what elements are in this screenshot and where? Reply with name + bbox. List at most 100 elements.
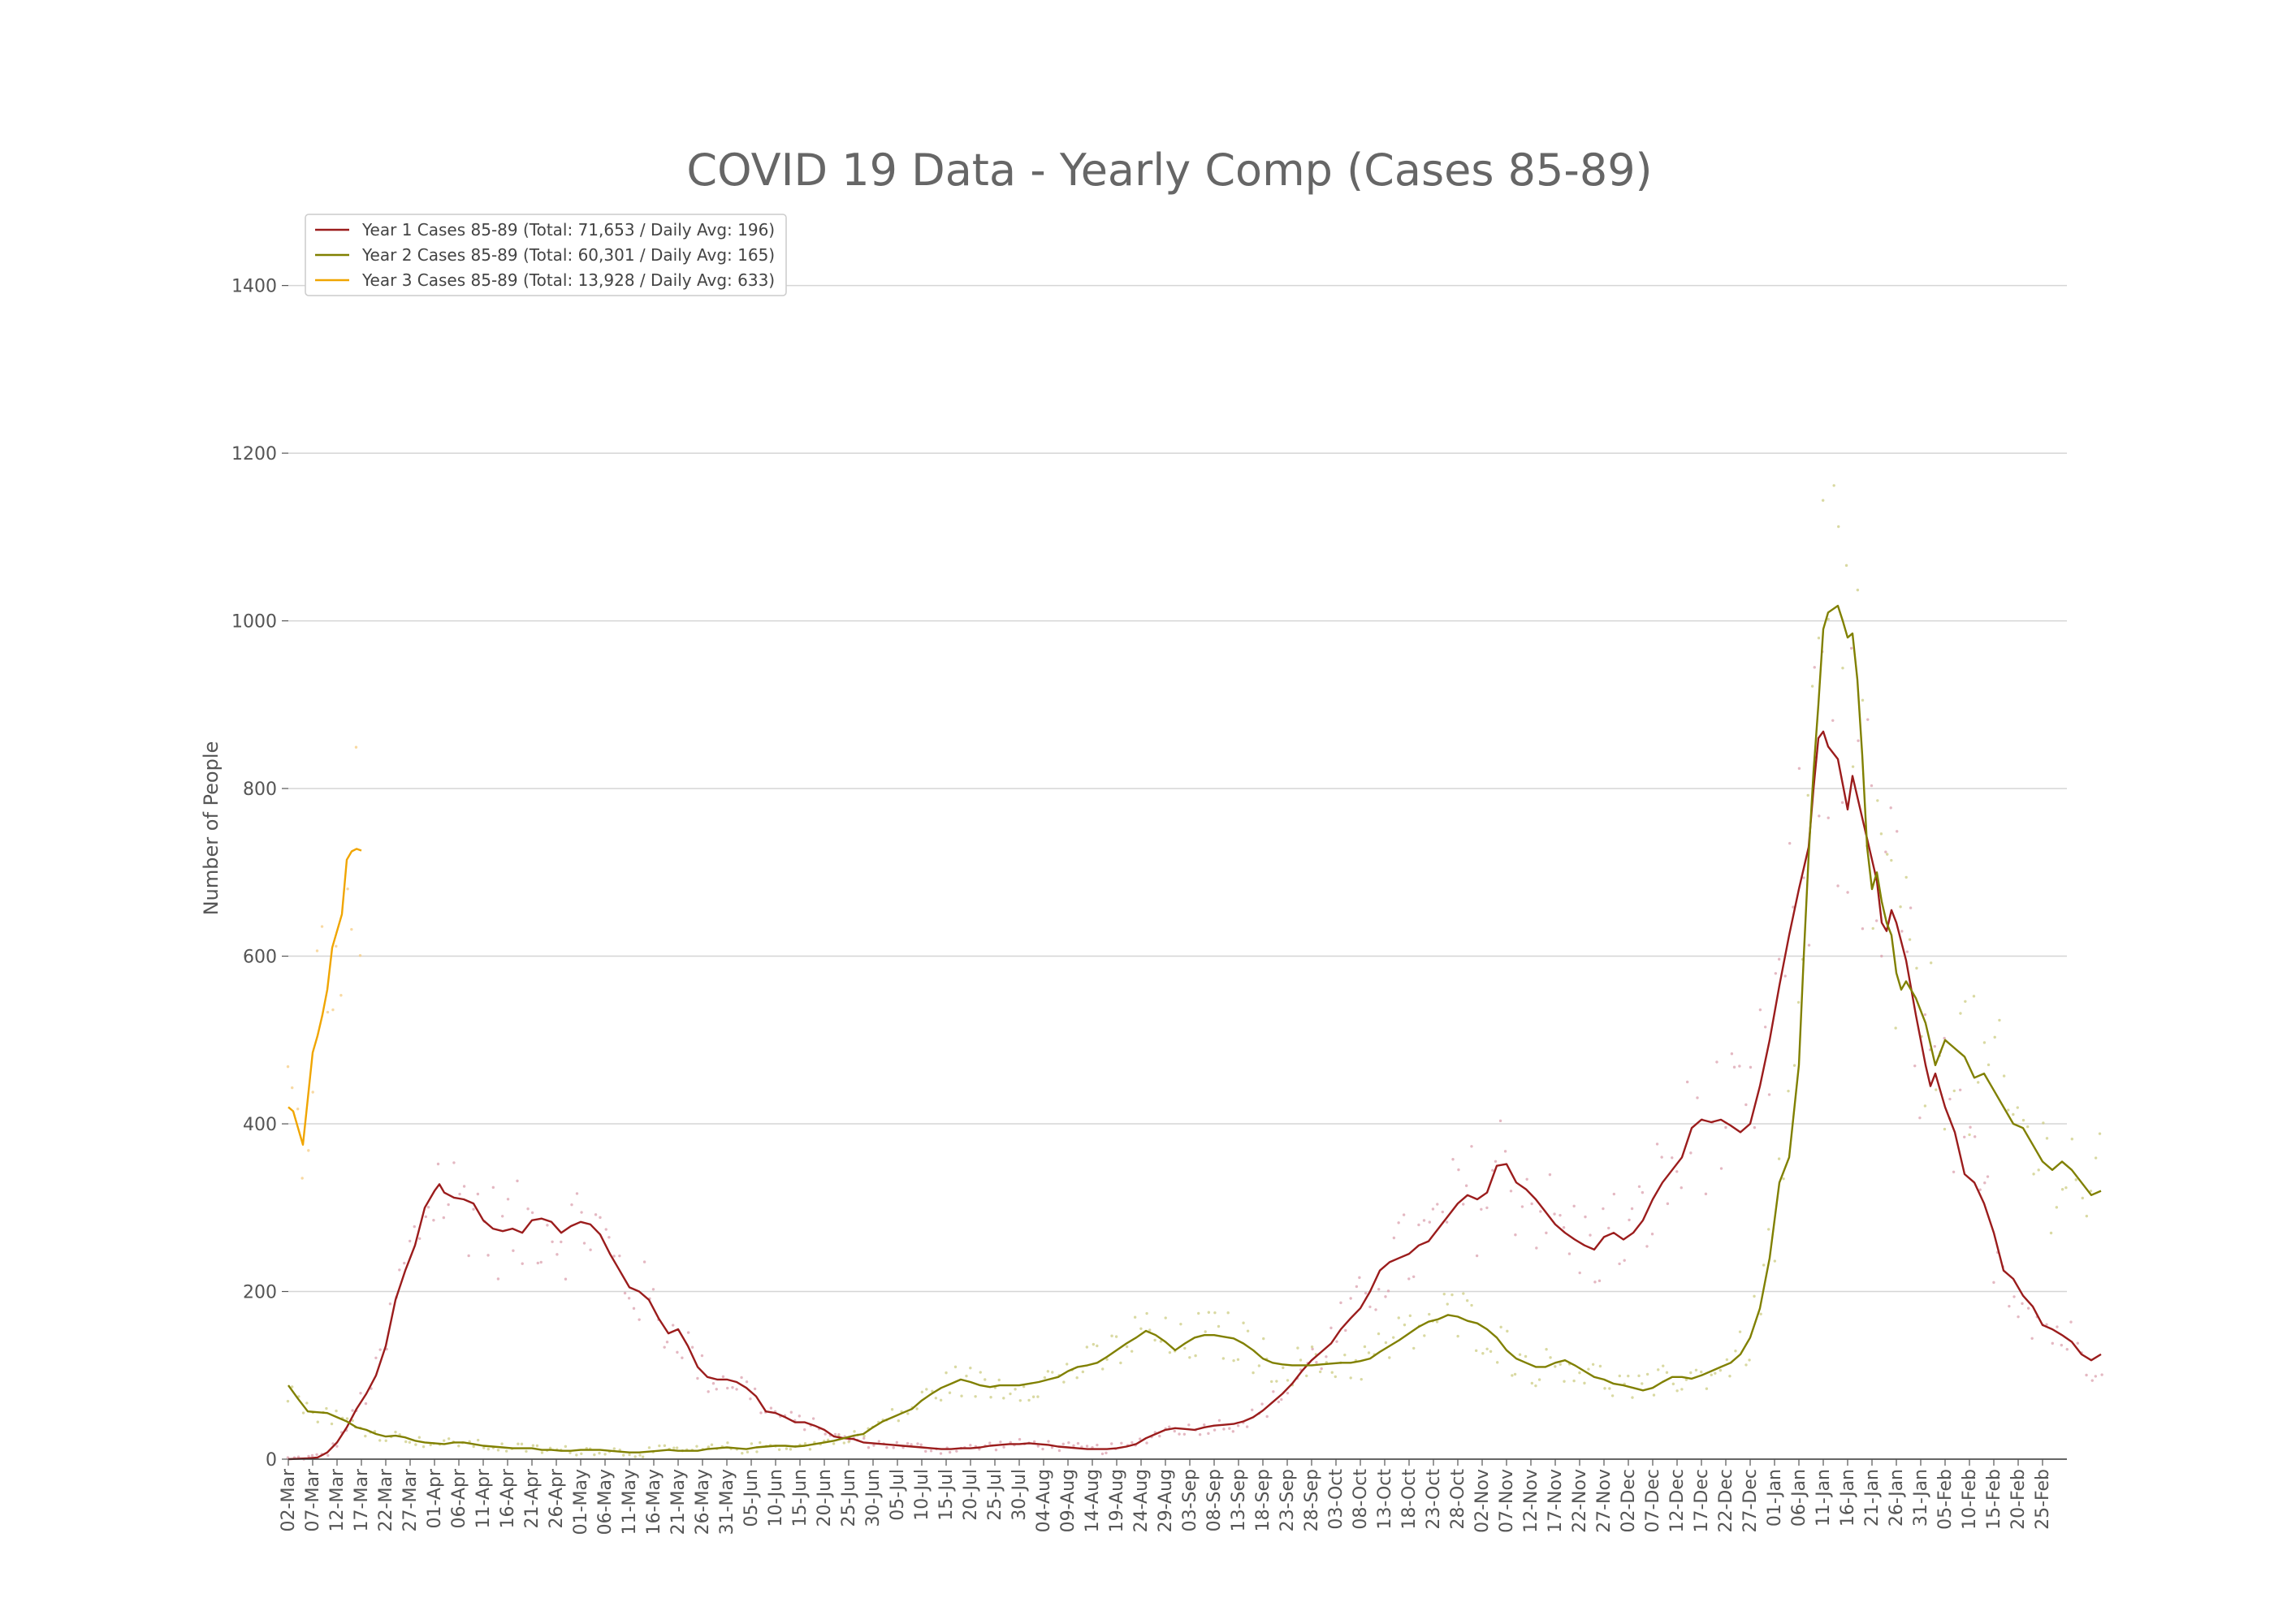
data-point-series-2	[286, 1399, 290, 1403]
data-point-series-1	[1386, 1289, 1390, 1293]
data-point-series-2	[658, 1444, 661, 1448]
data-point-series-2	[1671, 1382, 1675, 1386]
data-point-series-1	[1498, 1119, 1502, 1123]
data-point-series-1	[2008, 1304, 2011, 1308]
data-point-series-2	[1269, 1380, 1273, 1384]
data-point-series-1	[1329, 1326, 1333, 1330]
data-point-series-2	[476, 1438, 480, 1442]
data-point-series-1	[906, 1441, 910, 1445]
data-point-series-1	[1457, 1168, 1460, 1172]
data-point-series-2	[1899, 905, 1902, 909]
data-point-series-2	[1236, 1358, 1240, 1362]
data-point-series-2	[777, 1448, 781, 1451]
data-point-series-1	[580, 1211, 583, 1214]
data-point-series-2	[1495, 1361, 1499, 1364]
data-point-series-2	[1305, 1374, 1308, 1378]
data-point-series-2	[1587, 1367, 1590, 1371]
data-point-series-1	[1973, 1135, 1977, 1138]
data-point-series-1	[1802, 876, 1805, 879]
data-point-series-2	[1153, 1338, 1156, 1342]
data-point-series-2	[1968, 1133, 1971, 1137]
data-point-series-2	[1710, 1373, 1713, 1376]
data-point-series-2	[1738, 1330, 1742, 1333]
data-point-series-1	[1222, 1427, 1226, 1431]
y-tick-label: 200	[243, 1283, 277, 1303]
data-point-series-1	[1417, 1223, 1420, 1227]
data-point-series-2	[1530, 1381, 1534, 1385]
data-point-series-2	[482, 1446, 486, 1449]
x-tick-label: 10-Feb	[1960, 1469, 1980, 1530]
data-point-series-2	[1360, 1377, 1363, 1381]
data-point-series-3	[358, 953, 362, 957]
data-point-series-1	[496, 1277, 500, 1281]
data-point-series-1	[769, 1406, 773, 1410]
data-point-series-2	[826, 1438, 830, 1441]
data-point-series-1	[351, 1409, 354, 1412]
data-point-series-1	[919, 1443, 923, 1446]
data-point-series-1	[721, 1375, 725, 1379]
data-point-series-1	[546, 1224, 549, 1227]
data-point-series-1	[1952, 1170, 1956, 1173]
data-point-series-1	[2069, 1320, 2073, 1324]
data-point-series-2	[1645, 1372, 1649, 1376]
data-point-series-2	[1046, 1370, 1050, 1373]
data-point-series-2	[1481, 1352, 1485, 1355]
data-point-series-2	[1861, 698, 1865, 702]
data-point-series-2	[1821, 499, 1825, 502]
data-point-series-2	[580, 1452, 583, 1456]
data-point-series-1	[1260, 1402, 1264, 1406]
data-point-series-1	[388, 1302, 392, 1306]
x-tick-label: 17-Nov	[1546, 1469, 1566, 1533]
data-point-series-1	[1520, 1205, 1524, 1208]
data-point-series-1	[1896, 830, 1899, 833]
data-point-series-1	[1696, 1096, 1699, 1099]
data-point-series-2	[1952, 1089, 1956, 1093]
x-tick-label: 13-Oct	[1375, 1469, 1395, 1530]
data-point-series-1	[1530, 1202, 1533, 1206]
data-point-series-3	[307, 1149, 310, 1152]
data-point-series-1	[632, 1307, 636, 1311]
data-point-series-2	[1435, 1320, 1439, 1324]
data-point-series-1	[1067, 1440, 1070, 1445]
data-point-series-1	[948, 1450, 952, 1454]
data-point-series-1	[335, 1445, 339, 1448]
data-point-series-2	[2007, 1108, 2010, 1112]
y-tick-label: 400	[243, 1115, 277, 1135]
data-point-series-1	[1445, 1220, 1449, 1224]
data-point-series-1	[575, 1192, 579, 1195]
x-tick-label: 21-Apr	[522, 1468, 543, 1528]
data-point-series-2	[1027, 1398, 1031, 1402]
data-point-series-2	[1221, 1357, 1226, 1360]
data-point-series-3	[354, 745, 358, 749]
data-point-series-1	[385, 1347, 388, 1351]
data-point-series-1	[310, 1453, 314, 1458]
data-point-series-1	[753, 1387, 757, 1391]
data-point-series-1	[1344, 1328, 1347, 1332]
data-point-series-2	[1232, 1358, 1235, 1363]
data-point-series-2	[1534, 1384, 1537, 1388]
data-point-series-1	[1198, 1433, 1202, 1436]
data-point-series-1	[867, 1446, 871, 1449]
data-point-series-2	[1092, 1342, 1096, 1346]
data-point-series-2	[1119, 1361, 1122, 1365]
data-point-series-1	[1660, 1155, 1663, 1159]
data-point-series-2	[1412, 1346, 1416, 1350]
data-point-series-1	[2030, 1337, 2034, 1340]
data-point-series-1	[759, 1411, 763, 1415]
data-point-series-1	[1840, 801, 1844, 805]
data-point-series-2	[1462, 1292, 1465, 1295]
data-point-series-1	[2021, 1302, 2024, 1306]
data-point-series-2	[2085, 1214, 2089, 1218]
data-point-series-1	[607, 1236, 611, 1239]
data-point-series-2	[1002, 1397, 1005, 1400]
data-point-series-2	[1179, 1322, 1182, 1326]
data-point-series-1	[436, 1162, 440, 1166]
data-point-series-2	[1935, 1088, 1938, 1091]
x-tick-label: 30-Jul	[1009, 1469, 1030, 1521]
x-tick-label: 16-Apr	[498, 1468, 518, 1528]
data-point-series-2	[1101, 1367, 1105, 1371]
data-point-series-1	[2012, 1295, 2016, 1298]
data-point-series-1	[1368, 1305, 1372, 1309]
data-point-series-2	[1110, 1334, 1113, 1337]
data-point-series-1	[1503, 1150, 1507, 1153]
